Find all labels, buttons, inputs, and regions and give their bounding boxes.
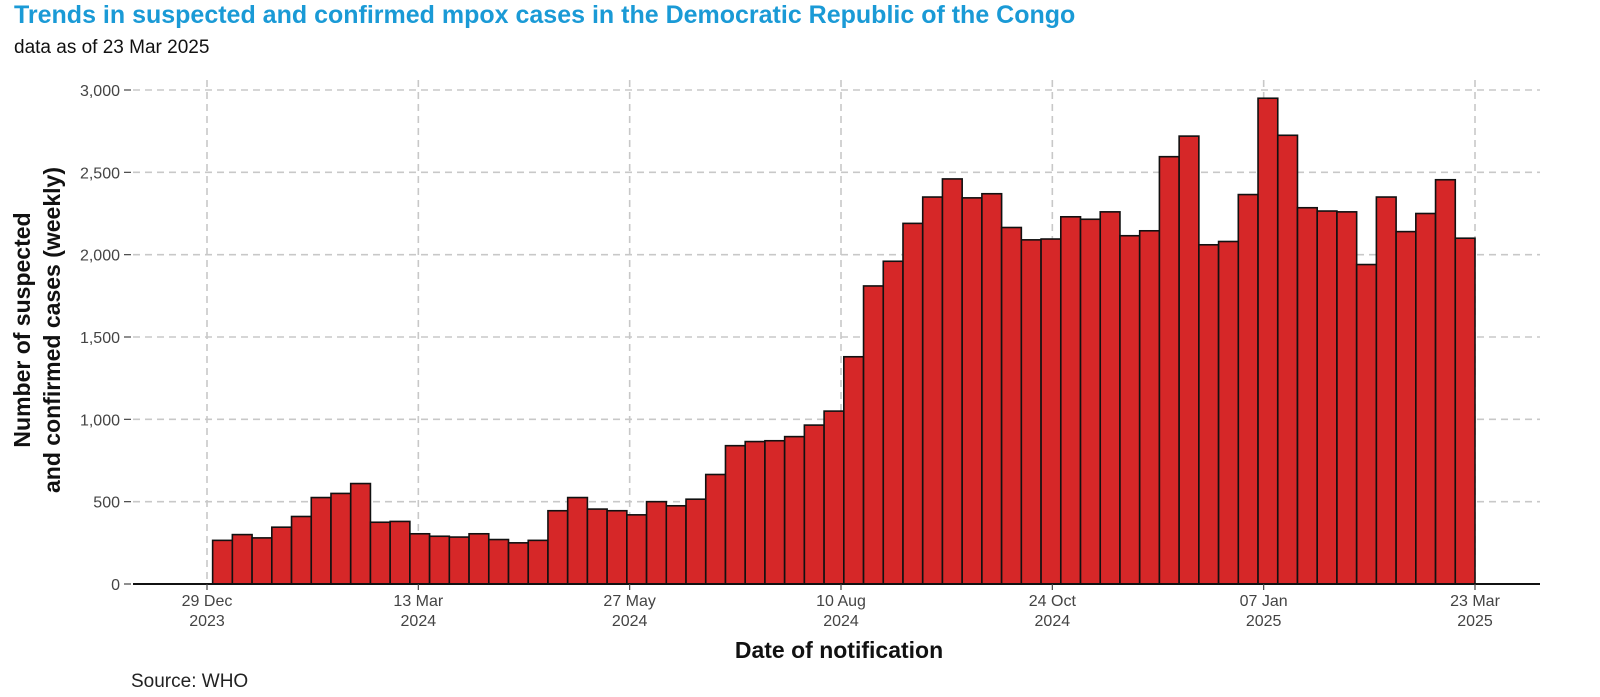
y-axis-title-line-2: and confirmed cases (weekly): [39, 167, 65, 493]
bar: [645, 500, 668, 585]
bar: [685, 498, 707, 585]
bar: [1454, 237, 1476, 585]
bar: [843, 355, 865, 585]
bar: [369, 521, 391, 585]
bar: [1040, 238, 1062, 585]
bar: [1355, 263, 1378, 585]
bar: [271, 526, 293, 585]
y-tick-label: 3,000: [80, 83, 120, 100]
x-tick-label: 23 Mar: [1450, 593, 1500, 610]
x-tick-label: 13 Mar: [393, 593, 443, 610]
bar: [764, 439, 786, 585]
bar: [211, 539, 234, 585]
x-tick-label-year: 2024: [823, 613, 859, 630]
y-tick-labels: 0 500 1,000 1,500 2,000 2,500 3,000: [80, 83, 131, 594]
bar: [1079, 218, 1102, 585]
bar: [724, 444, 746, 585]
y-tick-label: 1,500: [80, 330, 120, 347]
bar: [428, 535, 451, 585]
bar: [1119, 234, 1141, 585]
bar: [981, 192, 1003, 585]
bar: [409, 532, 431, 585]
bar: [803, 424, 825, 585]
bar: [527, 539, 549, 585]
bar: [1158, 155, 1180, 585]
x-tick-label: 27 May: [603, 593, 655, 610]
y-tick-label: 2,000: [80, 248, 120, 265]
bar: [1395, 230, 1417, 585]
x-tick-label-year: 2024: [1035, 613, 1071, 630]
bar: [349, 482, 372, 585]
y-tick-label: 0: [111, 577, 120, 594]
bar: [330, 492, 352, 585]
bar: [961, 197, 983, 585]
bar: [626, 514, 648, 585]
bar: [547, 509, 569, 585]
bar: [1099, 211, 1121, 585]
bar: [704, 473, 727, 585]
chart-title: Trends in suspected and confirmed mpox c…: [14, 1, 1076, 29]
x-tick-label: 29 Dec: [182, 593, 233, 610]
bar: [389, 520, 411, 585]
bar: [251, 537, 273, 585]
bar: [1198, 243, 1220, 585]
bar: [921, 196, 944, 585]
bar: [744, 440, 766, 585]
bar: [1415, 212, 1437, 585]
bar: [310, 496, 332, 585]
bar: [487, 538, 510, 585]
bar: [468, 532, 490, 585]
y-tick-label: 2,500: [80, 165, 120, 182]
y-tick-label: 1,000: [80, 412, 120, 429]
bar: [566, 496, 589, 585]
bar: [1059, 215, 1082, 585]
bar: [665, 504, 687, 585]
x-tick-label-year: 2025: [1457, 613, 1493, 630]
bar: [1296, 206, 1319, 585]
bar: [290, 515, 313, 585]
bar: [1257, 97, 1279, 585]
bar: [1336, 211, 1358, 585]
x-tick-label: 10 Aug: [816, 593, 866, 610]
bar: [862, 285, 885, 585]
bar: [1217, 240, 1240, 585]
x-tick-label-year: 2024: [401, 613, 437, 630]
bar: [448, 536, 470, 585]
x-tick-label: 07 Jan: [1240, 593, 1288, 610]
bar: [1020, 239, 1042, 585]
bar: [1178, 135, 1200, 585]
bar: [1237, 193, 1259, 585]
bar: [586, 508, 608, 585]
bar: [902, 222, 924, 585]
x-tick-label-year: 2025: [1246, 613, 1282, 630]
bar: [606, 509, 628, 585]
bar: [1316, 210, 1338, 585]
bar: [1138, 229, 1161, 585]
bar: [941, 178, 963, 585]
x-tick-label-year: 2024: [612, 613, 648, 630]
x-axis-title: Date of notification: [735, 637, 943, 663]
x-tick-label-year: 2023: [189, 613, 225, 630]
bar: [1000, 226, 1023, 585]
bar: [1276, 134, 1299, 585]
x-tick-label: 24 Oct: [1029, 593, 1077, 610]
x-tick-labels: 29 Dec 2023 13 Mar 2024 27 May 2024 10 Aug 2024…: [182, 584, 1501, 630]
bar: [783, 435, 806, 585]
chart-subtitle: data as of 23 Mar 2025: [14, 37, 210, 58]
bar: [507, 542, 530, 585]
bar: [882, 260, 904, 585]
bar: [1434, 178, 1457, 585]
y-tick-label: 500: [93, 495, 120, 512]
source-note: Source: WHO: [131, 671, 249, 692]
bar-series: [211, 97, 1476, 585]
bar: [231, 533, 253, 585]
bar: [823, 410, 845, 585]
y-axis-title-line-1: Number of suspected: [9, 212, 35, 447]
bar: [1375, 196, 1397, 585]
